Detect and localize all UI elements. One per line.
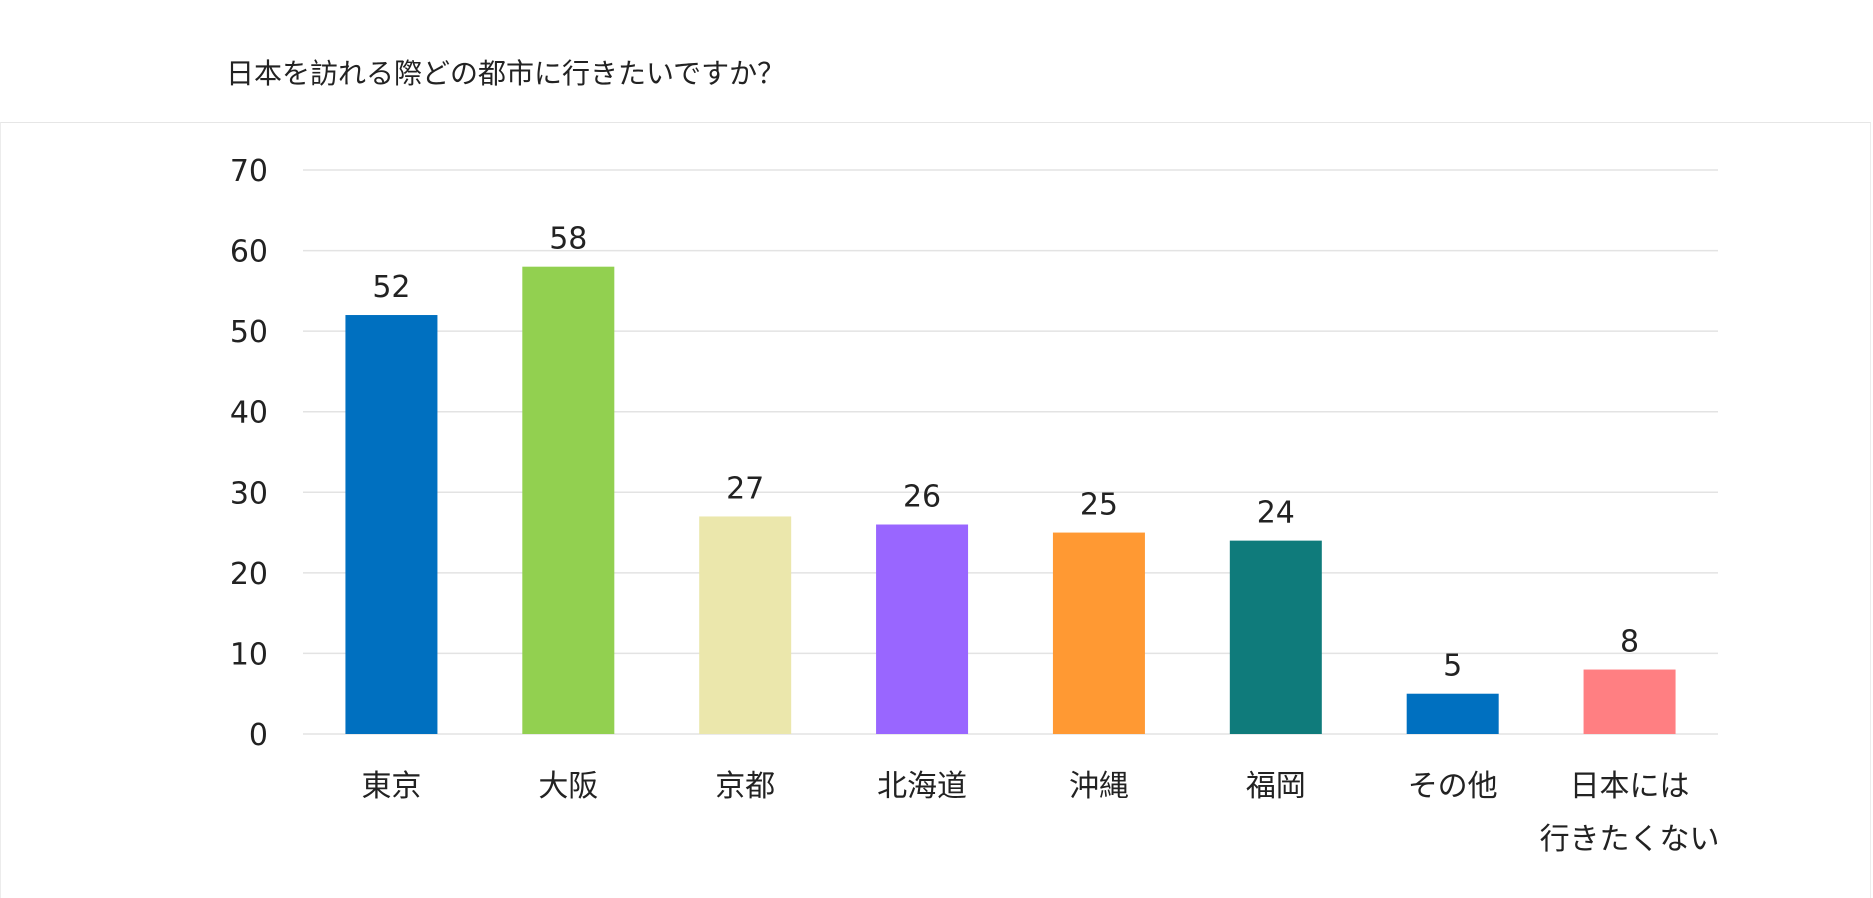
bar-0 [345,315,438,734]
category-label: その他 [1408,769,1498,804]
y-tick-label: 50 [230,315,268,350]
bar-2 [699,516,792,734]
category-label: 京都 [715,769,775,804]
bar-6 [1406,693,1499,734]
category-label: 行きたくない [1540,822,1720,857]
data-label: 5 [1443,649,1462,684]
data-label: 58 [549,222,587,257]
bar-5 [1229,540,1322,734]
y-tick-label: 20 [230,557,268,592]
data-label: 8 [1620,625,1639,660]
category-label: 東京 [361,769,421,804]
bar-3 [876,524,969,734]
bar-1 [522,266,615,734]
y-tick-label: 10 [230,637,268,672]
y-tick-label: 30 [230,476,268,511]
bar-7 [1583,669,1676,734]
y-tick-label: 40 [230,396,268,431]
data-label: 25 [1080,488,1118,523]
category-label: 沖縄 [1069,769,1129,804]
y-tick-label: 0 [249,718,268,753]
title-area: 日本を訪れる際どの都市に行きたいですか？ [0,0,1873,122]
bar-4 [1052,532,1145,734]
data-label: 26 [903,480,941,515]
y-tick-label: 70 [230,154,268,189]
y-tick-label: 60 [230,235,268,270]
data-label: 52 [372,270,410,305]
data-label: 27 [726,471,764,506]
data-label: 24 [1257,496,1295,531]
category-label: 福岡 [1246,769,1306,804]
category-label: 日本には [1570,769,1690,804]
chart-panel [0,122,1871,898]
chart-title: 日本を訪れる際どの都市に行きたいですか？ [226,57,786,90]
category-label: 北海道 [877,769,967,804]
category-label: 大阪 [538,769,598,804]
